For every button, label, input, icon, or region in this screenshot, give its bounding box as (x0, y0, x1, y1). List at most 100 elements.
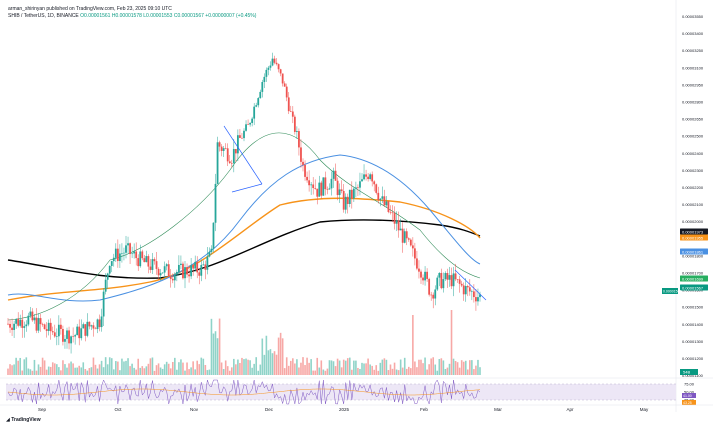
candle-body (324, 177, 327, 190)
volume-bar (21, 370, 24, 375)
volume-bar (424, 357, 426, 375)
volume-bar (82, 362, 85, 375)
candle-body (310, 184, 313, 186)
candle-body (338, 189, 341, 196)
volume-bar (29, 369, 32, 375)
candle-body (371, 174, 374, 182)
volume-bar (302, 357, 304, 375)
volume-bar (108, 357, 111, 375)
volume-bar (117, 361, 119, 375)
candle-body (29, 311, 32, 316)
candle-body (389, 211, 392, 213)
candle-body (212, 222, 215, 249)
time-label: Apr (566, 407, 574, 412)
volume-bar (340, 367, 343, 375)
volume-bar (159, 367, 162, 375)
volume-bar (208, 369, 211, 375)
volume-bar (450, 310, 453, 375)
candle-body (271, 58, 274, 66)
volume-bar (336, 358, 339, 375)
volume-bar (283, 368, 286, 375)
volume-bar (405, 368, 408, 375)
candle-body (114, 248, 117, 258)
volume-bar (68, 363, 70, 375)
volume-bar (351, 369, 353, 375)
volume-bar (41, 357, 44, 375)
candle-body (283, 83, 286, 87)
brand-label: TradingView (11, 417, 41, 423)
volume-bar (279, 332, 282, 375)
candle-body (163, 266, 166, 273)
symbol-label[interactable]: SHIB / TetherUS, 1D, BINANCE (8, 13, 79, 19)
candle-body (66, 330, 68, 339)
volume-bar (414, 361, 416, 375)
volume-bar (375, 365, 378, 375)
candle-body (226, 148, 229, 162)
volume-bar (454, 361, 457, 375)
candle-body (210, 248, 213, 252)
volume-bar (359, 368, 361, 375)
candle-body (416, 258, 418, 269)
candle-body (180, 263, 182, 265)
price-tick: 0.00002100 (682, 202, 704, 207)
price-tick: 0.00002400 (682, 151, 704, 156)
volume-bar (60, 370, 62, 375)
volume-bar (206, 370, 209, 375)
volume-bar (15, 357, 17, 375)
candle-body (94, 328, 97, 330)
candle-body (314, 188, 317, 189)
volume-bar (253, 363, 255, 375)
volume-bar (49, 366, 52, 375)
candle-body (477, 297, 479, 302)
candle-body (306, 176, 308, 181)
volume-bar (178, 362, 180, 375)
candle-body (326, 189, 329, 190)
candle-body (336, 180, 339, 196)
candle-body (332, 170, 335, 179)
volume-bar (363, 363, 365, 375)
candle-body (184, 267, 186, 279)
volume-bar (314, 370, 317, 375)
volume-bar (102, 367, 105, 375)
volume-bar (100, 360, 103, 375)
price-tick: 0.00002800 (682, 100, 704, 105)
candle-body (110, 261, 113, 266)
volume-bar (401, 367, 404, 375)
volume-bar (196, 360, 199, 375)
candle-body (304, 164, 306, 177)
volume-bar (428, 364, 430, 375)
volume-bar (462, 361, 465, 375)
volume-bar (261, 338, 264, 375)
candle-body (106, 273, 109, 280)
candle-body (265, 69, 268, 77)
volume-bar (285, 357, 288, 375)
candle-body (59, 324, 62, 329)
volume-bar (348, 357, 351, 375)
candle-body (295, 131, 298, 132)
candle-body (281, 73, 284, 84)
volume-bar (169, 368, 172, 375)
tradingview-logo: ◢ TradingView (6, 417, 41, 423)
candle-body (291, 111, 294, 117)
candle-body (448, 275, 451, 280)
candle-body (74, 335, 77, 337)
volume-bar (277, 337, 280, 375)
volume-bar (245, 358, 247, 375)
volume-bar (202, 358, 205, 375)
volume-bar (442, 360, 445, 375)
candle-body (440, 272, 443, 289)
price-tick: 0.00002300 (682, 168, 704, 173)
candle-body (84, 324, 87, 336)
price-tick: 0.00001800 (682, 253, 704, 258)
price-tick: 0.00002950 (682, 82, 704, 87)
volume-bar (121, 358, 123, 375)
candle-body (43, 324, 46, 330)
volume-bar (361, 362, 363, 375)
candle-body (151, 259, 154, 270)
volume-bar (241, 357, 243, 375)
candle-body (92, 325, 95, 329)
rsi-tick: 50.00 (684, 390, 695, 395)
volume-bar (66, 367, 68, 375)
candle-body (247, 124, 249, 125)
